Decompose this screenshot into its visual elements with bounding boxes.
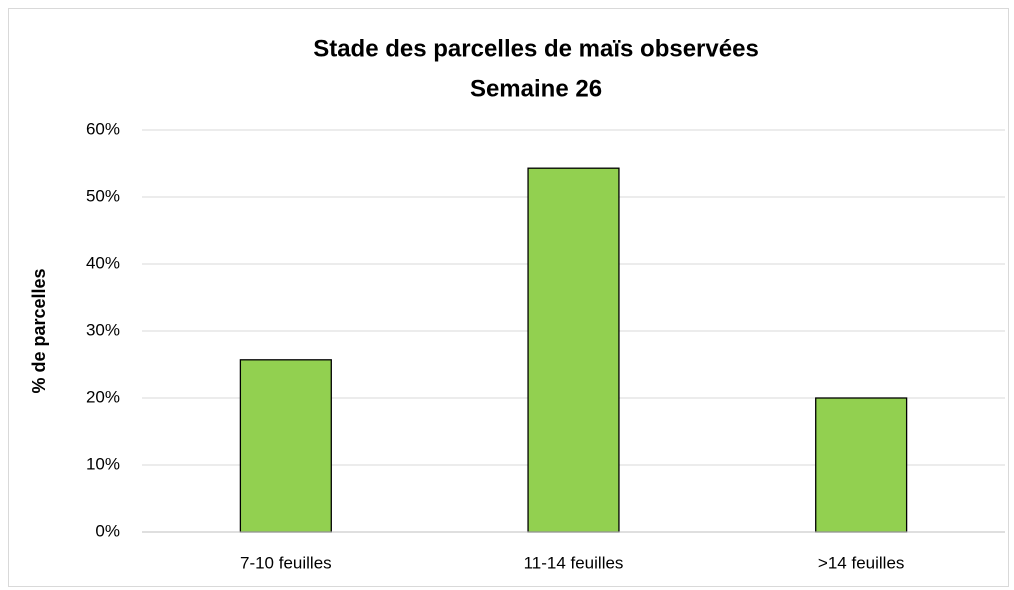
y-tick-label: 60%	[86, 119, 120, 138]
x-tick-label: 7-10 feuilles	[240, 553, 332, 572]
y-tick-label: 30%	[86, 320, 120, 339]
y-axis-label: % de parcelles	[29, 268, 49, 393]
x-tick-label: 11-14 feuilles	[524, 553, 624, 572]
bar	[239, 359, 332, 533]
y-tick-label: 40%	[86, 253, 120, 272]
chart-subtitle: Semaine 26	[470, 75, 602, 102]
y-tick-label: 10%	[86, 454, 120, 473]
y-tick-label: 20%	[86, 387, 120, 406]
bar	[527, 167, 620, 533]
bar	[815, 397, 908, 533]
x-tick-label: >14 feuilles	[818, 553, 904, 572]
chart-title: Stade des parcelles de maïs observées	[313, 35, 759, 62]
y-tick-label: 0%	[95, 521, 120, 540]
y-tick-label: 50%	[86, 186, 120, 205]
